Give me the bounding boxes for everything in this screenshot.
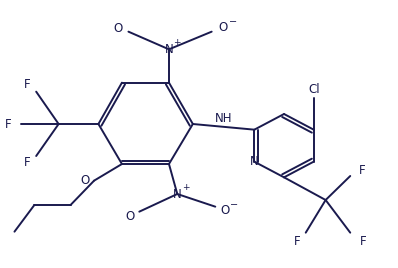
Text: O: O <box>80 174 90 187</box>
Text: Cl: Cl <box>308 83 320 96</box>
Text: O: O <box>113 22 122 35</box>
Text: NH: NH <box>215 112 232 125</box>
Text: −: − <box>228 17 237 27</box>
Text: F: F <box>5 117 11 131</box>
Text: F: F <box>24 156 31 169</box>
Text: F: F <box>24 79 31 91</box>
Text: O: O <box>126 210 135 222</box>
Text: N: N <box>250 155 259 168</box>
Text: N: N <box>173 188 181 200</box>
Text: +: + <box>174 38 181 47</box>
Text: +: + <box>182 183 189 192</box>
Text: O: O <box>220 204 230 217</box>
Text: N: N <box>165 43 174 56</box>
Text: F: F <box>293 235 300 248</box>
Text: −: − <box>230 200 238 210</box>
Text: F: F <box>359 163 365 177</box>
Text: F: F <box>360 235 367 248</box>
Text: O: O <box>218 21 227 34</box>
